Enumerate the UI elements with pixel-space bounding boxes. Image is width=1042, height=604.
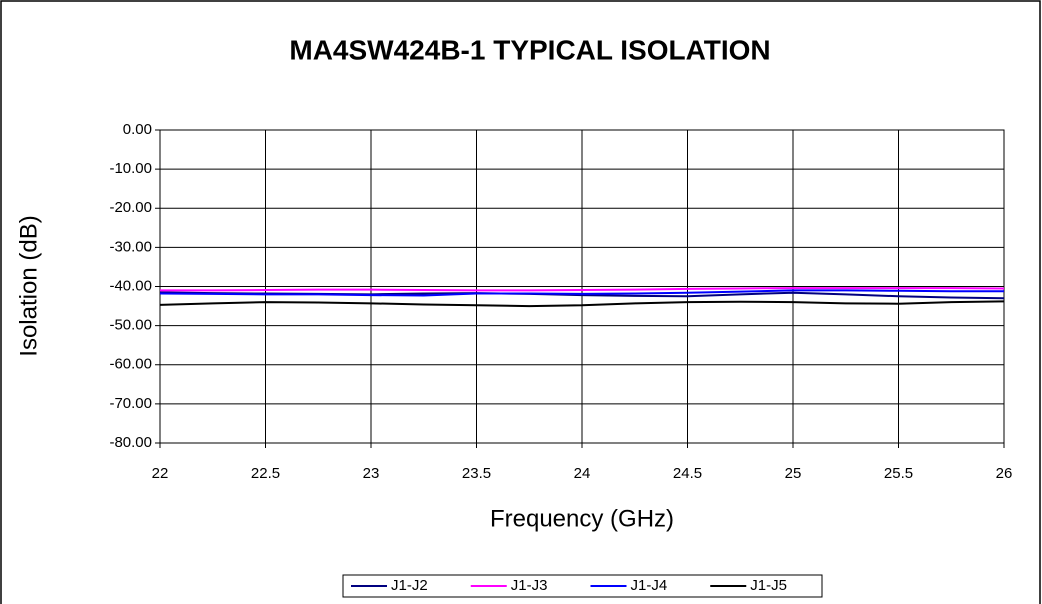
y-tick-label: -30.00 [109, 238, 152, 255]
y-tick-label: -50.00 [109, 317, 152, 334]
y-tick-label: -20.00 [109, 199, 152, 216]
x-tick-label: 23.5 [462, 465, 491, 482]
y-tick-label: -80.00 [109, 434, 152, 451]
series-line [159, 300, 1005, 308]
y-tick-label: -70.00 [109, 395, 152, 412]
legend-box [342, 574, 823, 598]
x-tick-label: 26 [996, 465, 1013, 482]
x-tick-label: 22 [152, 465, 169, 482]
y-tick-label: -60.00 [109, 356, 152, 373]
series-line [159, 289, 1004, 297]
y-tick-label: -10.00 [109, 160, 152, 177]
x-tick-label: 24 [574, 465, 591, 482]
legend-label: J1-J3 [511, 577, 548, 594]
x-axis-label: Frequency (GHz) [490, 505, 674, 532]
series-line [160, 287, 1005, 292]
y-axis-label: Isolation (dB) [15, 215, 42, 356]
x-tick-label: 25 [785, 465, 802, 482]
x-tick-label: 25.5 [884, 465, 913, 482]
legend-label: J1-J4 [631, 577, 668, 594]
legend-label: J1-J5 [750, 577, 787, 594]
x-tick-label: 24.5 [673, 465, 702, 482]
x-tick-label: 23 [363, 465, 380, 482]
y-tick-label: 0.00 [123, 121, 152, 138]
legend-label: J1-J2 [391, 577, 428, 594]
chart-title: MA4SW424B-1 TYPICAL ISOLATION [289, 34, 770, 65]
x-tick-label: 22.5 [251, 465, 280, 482]
y-tick-label: -40.00 [109, 277, 152, 294]
